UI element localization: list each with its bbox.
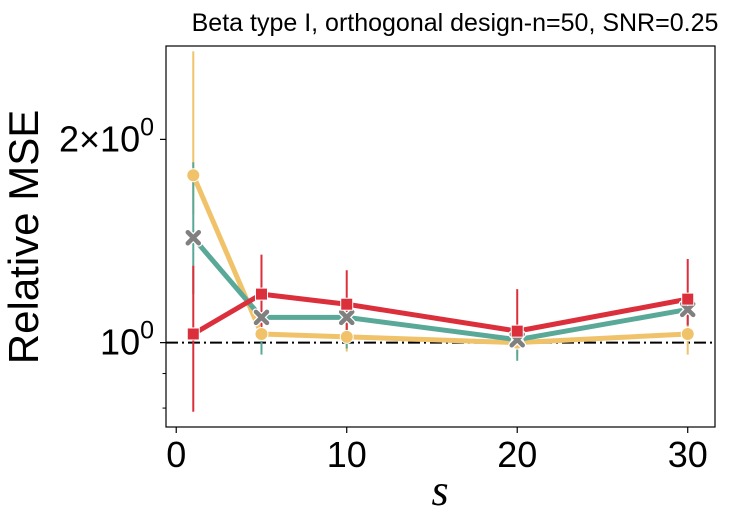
x-tick-label: 20 [497,434,537,475]
y-tick-exponent: 0 [140,113,154,141]
series-teal-point-mark [338,309,355,326]
series-red-point [186,327,200,341]
series-teal-point [252,308,271,327]
series-teal-point-mark [253,309,270,326]
y-axis-label: Relative MSE [0,110,47,364]
x-axis-label: s [431,466,448,515]
series-yellow-point [339,329,354,344]
series-teal-point [184,228,203,247]
series-yellow-point [254,326,269,341]
plot-frame [165,45,716,428]
error-bar-layer [192,51,689,412]
y-tick-base: 2×10 [59,118,140,159]
x-tick-label: 0 [166,434,186,475]
x-axis-ticks: 0 10 20 30 [166,427,708,475]
y-tick-base: 10 [100,322,140,363]
series-red-point [254,287,268,301]
y-tick-exponent: 0 [140,317,154,345]
series-teal-point [678,300,697,319]
series-red-point [510,324,524,338]
y-tick-label: 100 [100,317,154,363]
series-yellow-point [680,326,695,341]
x-tick-label: 10 [327,434,367,475]
x-tick-label: 30 [668,434,708,475]
y-tick-label: 2×100 [59,113,154,159]
marker-layer [184,168,697,350]
series-teal-point [337,308,356,327]
chart-title: Beta type I, orthogonal design-n=50, SNR… [192,9,719,37]
series-red-point [681,292,695,306]
series-red-point [340,297,354,311]
series-yellow-point [186,168,201,183]
series-teal-point-mark [185,230,202,246]
series-teal-point-mark [679,301,696,318]
series-line-layer [190,174,689,346]
